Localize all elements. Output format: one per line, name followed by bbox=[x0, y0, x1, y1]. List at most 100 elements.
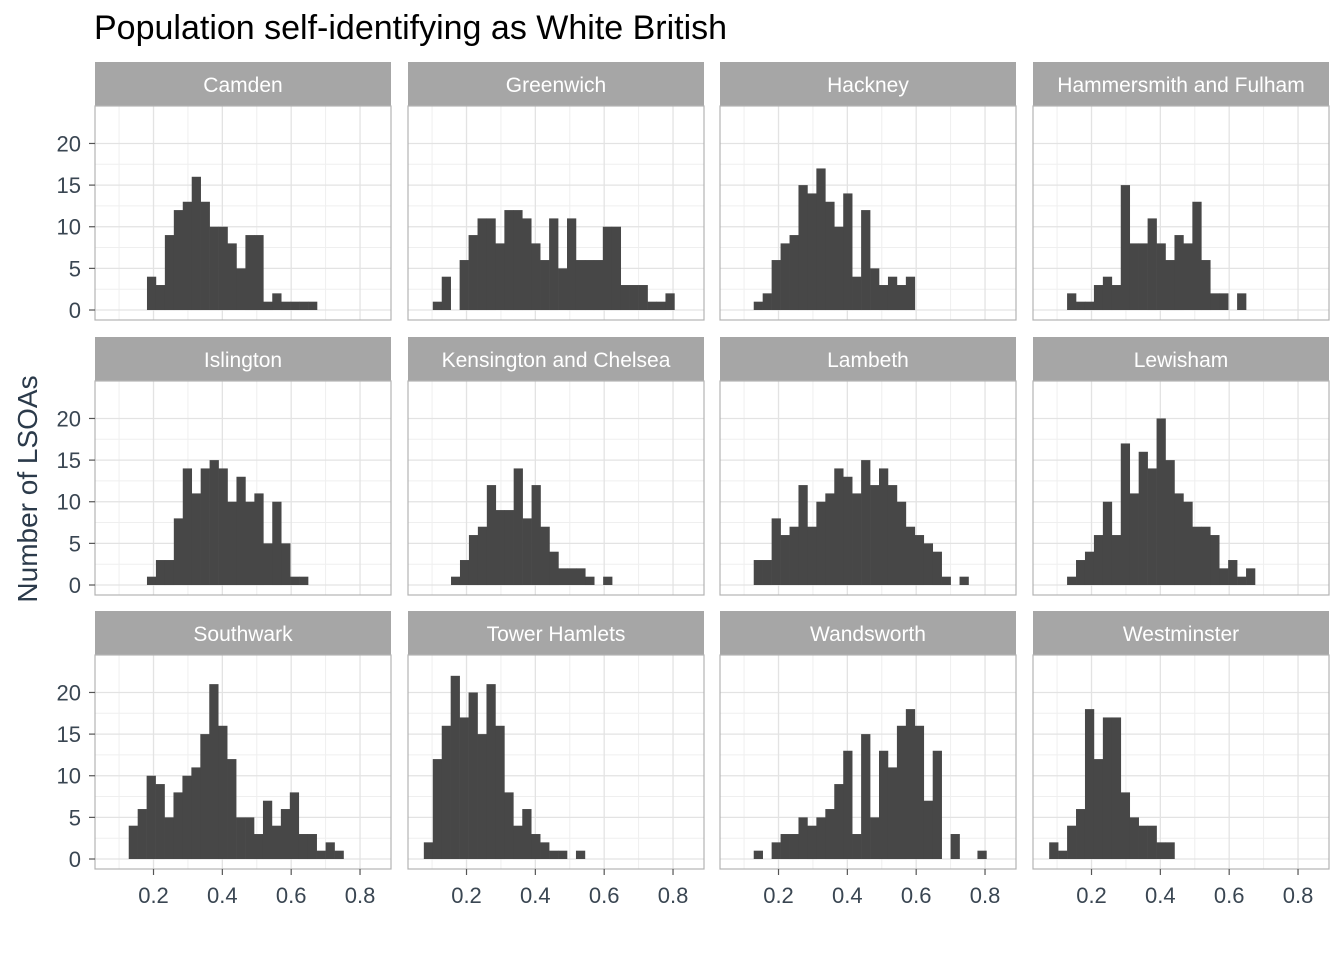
histogram-bar bbox=[272, 293, 282, 310]
histogram-bar bbox=[1138, 825, 1148, 860]
histogram-bar bbox=[576, 568, 586, 585]
histogram-bar bbox=[513, 468, 523, 586]
histogram-bar bbox=[959, 576, 969, 586]
histogram-bar bbox=[861, 734, 871, 860]
histogram-bar bbox=[495, 510, 506, 586]
histogram-bar bbox=[495, 725, 505, 860]
histogram-bar bbox=[762, 293, 772, 310]
facet-panel-hammersmith-and-fulham: Hammersmith and Fulham bbox=[1032, 62, 1330, 321]
histogram-bar bbox=[290, 576, 300, 586]
x-tick-label: 0.4 bbox=[207, 883, 238, 908]
facet-strip-label: Camden bbox=[203, 74, 282, 97]
panel-border bbox=[719, 380, 1017, 596]
histogram-bar bbox=[620, 285, 630, 311]
histogram-bar bbox=[281, 543, 291, 585]
histogram-bar bbox=[887, 485, 898, 586]
facet-panel-tower-hamlets: Tower Hamlets 0.2 0.4 0.6 0.8 bbox=[407, 611, 705, 908]
histogram-bar bbox=[531, 243, 541, 310]
histogram-bar bbox=[1120, 792, 1131, 859]
facet-strip bbox=[1033, 611, 1329, 655]
histogram-bar bbox=[209, 226, 219, 311]
histogram-bar bbox=[905, 276, 916, 311]
histogram-bar bbox=[146, 775, 156, 860]
facet-strip bbox=[95, 611, 391, 655]
histogram-bar bbox=[798, 817, 808, 859]
histogram-bar bbox=[1156, 842, 1166, 859]
histogram-bar bbox=[209, 460, 219, 586]
histogram-bar bbox=[843, 476, 853, 586]
histogram-bar bbox=[905, 526, 916, 586]
histogram-bar bbox=[870, 268, 880, 310]
histogram-bar bbox=[146, 276, 157, 311]
histogram-bar bbox=[1084, 709, 1095, 859]
histogram-bar bbox=[1120, 185, 1131, 311]
facet-panel-southwark: Southwark 0 5 10 15 20 0.2 0.4 0.6 0.8 bbox=[57, 611, 392, 908]
histogram-bar bbox=[1147, 468, 1157, 586]
histogram-bar bbox=[227, 759, 237, 860]
histogram-bar bbox=[941, 576, 951, 586]
histogram-bar bbox=[522, 218, 532, 311]
histogram-bar bbox=[1138, 243, 1148, 310]
histogram-bar bbox=[200, 734, 210, 860]
histogram-bar bbox=[861, 210, 871, 311]
histogram-bar bbox=[879, 285, 889, 311]
histogram-bar bbox=[325, 842, 335, 859]
histogram-bar bbox=[1129, 817, 1139, 859]
histogram-bar bbox=[254, 493, 264, 586]
histogram-bar bbox=[896, 501, 907, 586]
y-tick-label: 0 bbox=[69, 298, 81, 323]
histogram-bar bbox=[1192, 201, 1202, 311]
facet-strip-label: Southwark bbox=[193, 623, 293, 646]
histogram-bar bbox=[1183, 501, 1193, 586]
histogram-bar bbox=[308, 301, 318, 311]
histogram-bar bbox=[468, 235, 478, 311]
histogram-bar bbox=[441, 276, 451, 311]
x-tick-label: 0.6 bbox=[901, 883, 932, 908]
x-tick-label: 0.2 bbox=[138, 883, 169, 908]
histogram-bar bbox=[263, 543, 273, 585]
facet-strip bbox=[720, 62, 1016, 106]
panel-border bbox=[407, 380, 705, 596]
histogram-bar bbox=[1093, 535, 1104, 586]
histogram-bar bbox=[164, 235, 175, 311]
histogram-bar bbox=[558, 850, 568, 860]
histogram-bar bbox=[522, 809, 532, 860]
histogram-bar bbox=[1210, 293, 1220, 310]
histogram-bar bbox=[807, 825, 817, 860]
facet-strip-label: Tower Hamlets bbox=[487, 623, 626, 646]
histogram-bar bbox=[1138, 451, 1148, 586]
facet-strip bbox=[1033, 337, 1329, 381]
histogram-bar bbox=[432, 759, 443, 860]
histogram-bar bbox=[593, 260, 604, 311]
histogram-bar bbox=[513, 210, 523, 311]
histogram-bar bbox=[1192, 526, 1202, 586]
histogram-bar bbox=[137, 809, 147, 860]
histogram-bar bbox=[879, 468, 889, 586]
histogram-bar bbox=[209, 684, 219, 859]
histogram-bar bbox=[1111, 717, 1122, 860]
histogram-bar bbox=[459, 260, 469, 311]
histogram-bar bbox=[870, 485, 880, 586]
histogram-bar bbox=[298, 834, 309, 860]
facet-panel-lambeth: Lambeth bbox=[719, 337, 1017, 596]
histogram-bar bbox=[780, 535, 790, 586]
facet-strip bbox=[408, 62, 704, 106]
histogram-bar bbox=[200, 201, 210, 311]
histogram-bar bbox=[280, 809, 291, 860]
histogram-bar bbox=[896, 725, 907, 860]
histogram-bar bbox=[468, 692, 478, 860]
facet-panel-lewisham: Lewisham bbox=[1032, 337, 1330, 596]
histogram-bar bbox=[1111, 285, 1122, 311]
histogram-bar bbox=[254, 235, 264, 311]
y-tick-label: 15 bbox=[57, 173, 81, 198]
histogram-bar bbox=[1111, 535, 1122, 586]
histogram-bar bbox=[504, 792, 514, 859]
histogram-bar bbox=[798, 485, 808, 586]
facet-panel-wandsworth: Wandsworth 0.2 0.4 0.6 0.8 bbox=[719, 611, 1017, 908]
x-tick-label: 0.4 bbox=[832, 883, 863, 908]
histogram-bar bbox=[762, 560, 772, 586]
histogram-bar bbox=[816, 501, 826, 586]
histogram-bar bbox=[567, 568, 577, 585]
histogram-bar bbox=[852, 276, 862, 311]
histogram-bar bbox=[852, 834, 862, 860]
